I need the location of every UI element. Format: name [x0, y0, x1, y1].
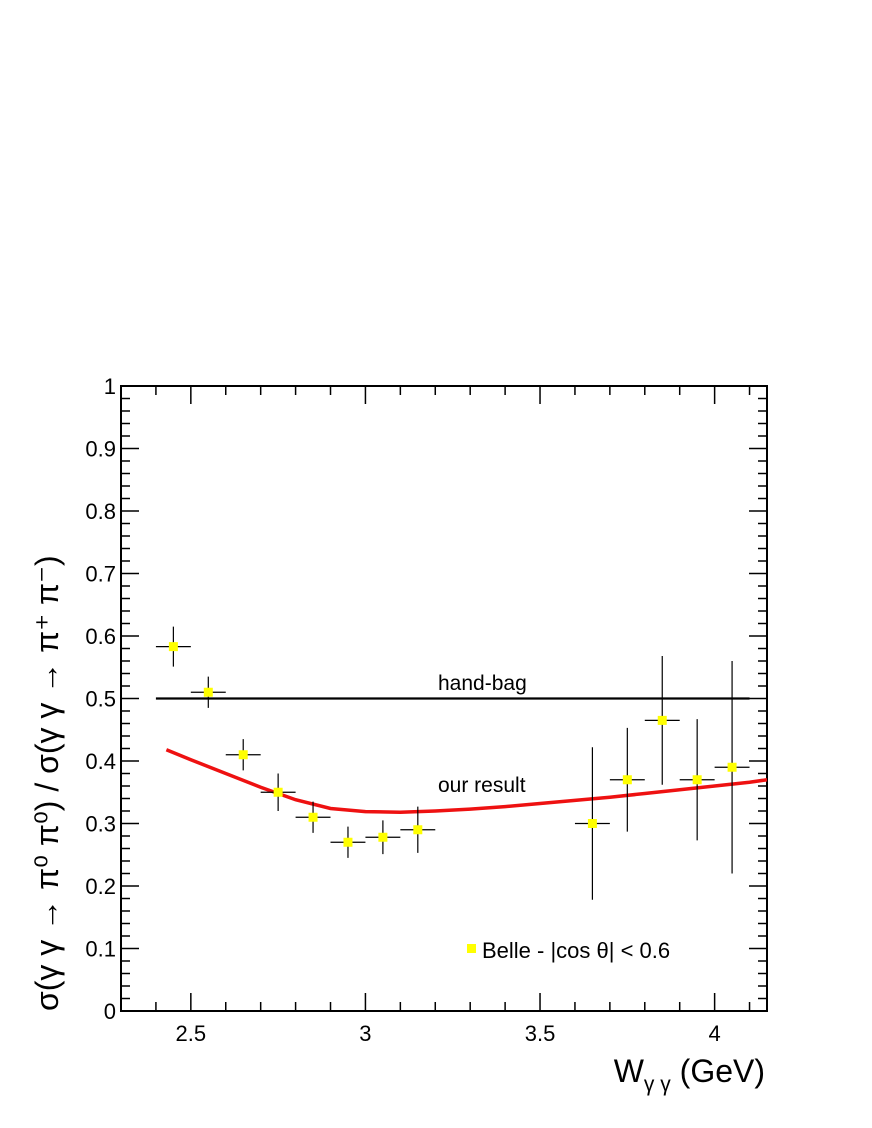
y-tick-label: 0.2	[85, 874, 116, 899]
y-tick-label: 0.4	[85, 749, 116, 774]
y-tick-label: 0.6	[85, 624, 116, 649]
x-axis-title-main: W	[614, 1053, 645, 1089]
point-marker	[343, 837, 353, 847]
legend-label: Belle - |cos θ| < 0.6	[482, 938, 670, 963]
data-point	[365, 820, 401, 855]
our-result-curve	[165, 748, 768, 815]
y-tick-label: 0	[104, 999, 116, 1024]
data-point	[574, 747, 610, 900]
data-point	[679, 719, 715, 841]
y-tick-label: 0.7	[85, 562, 116, 587]
y-tick-label: 0.5	[85, 687, 116, 712]
point-marker	[692, 775, 702, 785]
annotation-hand-bag: hand-bag	[438, 672, 527, 695]
x-tick-label: 4	[708, 1021, 720, 1046]
chart-lines	[155, 697, 768, 815]
data-points	[155, 626, 750, 900]
y-tick-label: 0.9	[85, 437, 116, 462]
data-point	[155, 626, 191, 667]
x-axis-title: Wγ γ (GeV)	[614, 1053, 765, 1096]
x-axis-title-unit: (GeV)	[671, 1053, 765, 1089]
data-point	[190, 676, 226, 708]
x-tick-label: 2.5	[176, 1021, 207, 1046]
data-point	[714, 661, 750, 874]
point-marker	[727, 762, 737, 772]
point-marker	[657, 715, 667, 725]
x-axis-title-sub: γ γ	[644, 1073, 671, 1096]
legend: Belle - |cos θ| < 0.6	[467, 938, 670, 963]
annotation-our-result: our result	[438, 774, 526, 797]
data-point	[225, 739, 261, 771]
point-marker	[238, 750, 248, 760]
point-marker	[587, 819, 597, 828]
data-point	[609, 727, 645, 832]
point-marker	[308, 812, 318, 822]
y-tick-label: 1	[104, 374, 116, 399]
point-marker	[413, 825, 423, 835]
x-tick-label: 3	[359, 1021, 371, 1046]
data-point	[330, 826, 366, 858]
legend-marker	[467, 944, 476, 953]
point-marker	[622, 775, 632, 785]
data-point	[644, 656, 680, 785]
data-point	[400, 806, 436, 853]
point-marker	[168, 642, 178, 652]
y-tick-label: 0.8	[85, 499, 116, 524]
y-tick-label: 0.3	[85, 812, 116, 837]
axis-ticks	[120, 385, 767, 1012]
point-marker	[203, 687, 213, 697]
y-axis-title: σ(γ γ → π⁰ π⁰) / σ(γ γ → π⁺ π⁻)	[29, 555, 65, 1011]
point-marker	[273, 787, 283, 797]
data-point	[260, 773, 296, 811]
point-marker	[378, 832, 388, 842]
data-point	[295, 801, 331, 833]
x-tick-label: 3.5	[525, 1021, 556, 1046]
tick-labels: 0 0.1 0.2 0.3 0.4 0.5 0.6 0.7 0.8 0.9 1 2.5 3 3.5 4	[85, 374, 720, 1046]
y-tick-label: 0.1	[85, 937, 116, 962]
